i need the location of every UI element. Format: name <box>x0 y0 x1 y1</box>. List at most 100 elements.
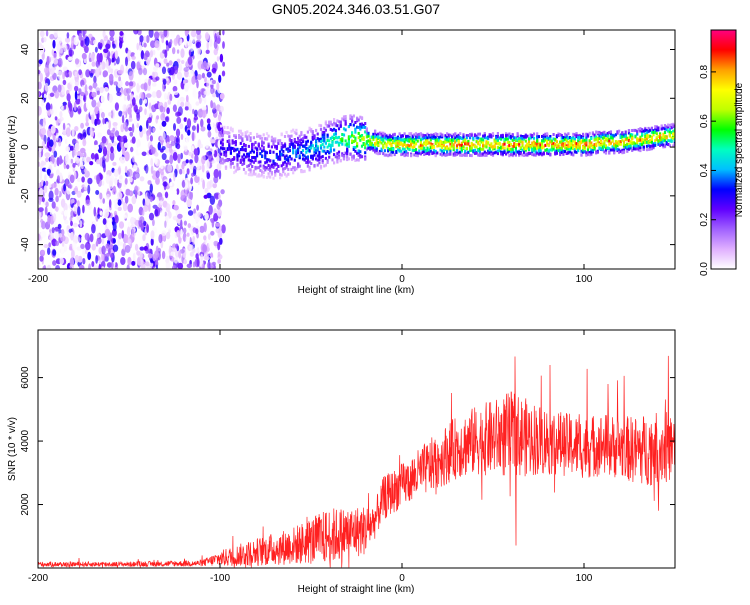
spectrogram-cell <box>210 86 215 95</box>
spectrogram-cell <box>87 177 93 185</box>
spectrogram-cell <box>96 159 101 165</box>
spectrogram-cell <box>360 155 364 159</box>
spectrogram-cell <box>390 135 393 139</box>
spectrogram-cell <box>603 145 606 149</box>
spectrogram-cell <box>362 142 365 146</box>
spectrogram-cell <box>87 251 92 261</box>
spectrogram-cell <box>406 134 409 138</box>
spectrogram-cell <box>150 146 156 155</box>
spectrogram-cell <box>668 139 671 143</box>
spectrogram-cell <box>106 193 110 200</box>
spectrogram-cell <box>439 152 442 156</box>
spectrogram-cell <box>660 136 663 140</box>
spectrogram-cell <box>333 137 336 141</box>
spectrogram-cell <box>49 235 53 241</box>
spectrogram-cell <box>469 148 472 152</box>
spectrogram-cell <box>559 140 562 144</box>
spectrogram-cell <box>636 140 639 144</box>
spectrogram-cell <box>354 145 357 149</box>
spectrogram-cell <box>506 150 509 154</box>
spectrogram-cell <box>306 157 309 161</box>
spectrogram-cell <box>100 260 106 269</box>
spectrogram-cell <box>112 186 116 192</box>
spectrogram-cell <box>261 149 264 153</box>
spectrogram-cell <box>375 142 378 146</box>
spectrogram-cell <box>649 147 652 151</box>
spectrogram-cell <box>485 136 488 140</box>
spectrogram-cell <box>287 172 290 176</box>
spectrogram-cell <box>166 107 170 115</box>
spectrogram-cell <box>168 172 174 179</box>
spectrogram-cell <box>578 142 581 146</box>
spectrogram-cell <box>112 244 119 252</box>
spectrogram-cell <box>155 76 160 81</box>
spectrogram-x-axis: -200 -100 0 100 <box>28 30 593 285</box>
spectrogram-cell <box>337 143 341 147</box>
spectrogram-cell <box>644 141 647 145</box>
spectrogram-cell <box>213 240 219 247</box>
spectrogram-cell <box>163 30 168 38</box>
spectrogram-cell <box>124 195 129 204</box>
spectrogram-cell <box>77 206 81 216</box>
spectrogram-cell <box>274 162 277 166</box>
spectrogram-cell <box>632 141 635 145</box>
spectrogram-cell <box>575 134 578 138</box>
spectrogram-cell <box>194 237 198 247</box>
spectrogram-cell <box>242 153 246 157</box>
spectrogram-cell <box>257 174 260 178</box>
spectrogram-cell <box>149 135 153 142</box>
spectrogram-cell <box>149 183 153 193</box>
spectrogram-cell <box>532 142 536 146</box>
spectrogram-cell <box>116 91 122 97</box>
spectrogram-cell <box>527 147 531 151</box>
spectrogram-cell <box>351 133 354 137</box>
spectrogram-cell <box>493 147 496 151</box>
spectrogram-cell <box>362 138 365 141</box>
spectrogram-cell <box>185 94 189 103</box>
spectrogram-cell <box>80 122 84 129</box>
spectrogram-cell <box>560 143 563 147</box>
spectrogram-cell <box>636 147 639 151</box>
spectrogram-cell <box>185 235 191 244</box>
spectrogram-cell <box>636 142 639 146</box>
spectrogram-cell <box>242 167 246 171</box>
spectrogram-cell <box>120 257 126 265</box>
spectrogram-cell <box>413 149 416 152</box>
spectrogram-cell <box>395 144 398 148</box>
spectrogram-cell <box>118 179 124 184</box>
spectrogram-cell <box>564 137 567 141</box>
spectrogram-cell <box>290 141 293 145</box>
spectrogram-cell <box>665 125 668 129</box>
spectrogram-cell <box>663 131 667 134</box>
colorbar-tick-label: 0.2 <box>699 212 710 226</box>
spectrogram-cell <box>600 135 603 139</box>
spectrogram-cell <box>339 124 342 128</box>
spectrogram-cell <box>202 106 207 111</box>
spectrogram-cell <box>321 160 324 164</box>
spectrogram-cell <box>472 143 475 147</box>
spectrogram-cell <box>364 122 367 125</box>
spectrogram-x-tick-label: -100 <box>210 274 230 285</box>
spectrogram-cell <box>667 139 670 143</box>
spectrogram-cell <box>176 116 182 124</box>
spectrogram-cell <box>577 145 580 149</box>
spectrogram-cell <box>357 131 360 135</box>
spectrogram-cell <box>196 161 200 171</box>
spectrogram-cell <box>58 118 62 124</box>
spectrogram-cell <box>626 147 629 151</box>
spectrogram-cell <box>550 148 554 152</box>
spectrogram-cell <box>251 173 254 177</box>
spectrogram-cell <box>383 149 386 153</box>
spectrogram-cell <box>101 266 105 269</box>
spectrogram-cell <box>429 138 432 142</box>
spectrogram-cell <box>508 140 511 144</box>
spectrogram-cell <box>220 141 223 145</box>
spectrogram-cell <box>252 136 255 140</box>
spectrogram-cell <box>663 144 667 148</box>
spectrogram-cell <box>590 141 593 145</box>
spectrogram-cell <box>400 141 403 145</box>
spectrogram-cell <box>224 153 228 157</box>
spectrogram-cell <box>339 158 342 162</box>
spectrogram-cell <box>604 146 608 150</box>
spectrogram-cell <box>359 138 362 142</box>
